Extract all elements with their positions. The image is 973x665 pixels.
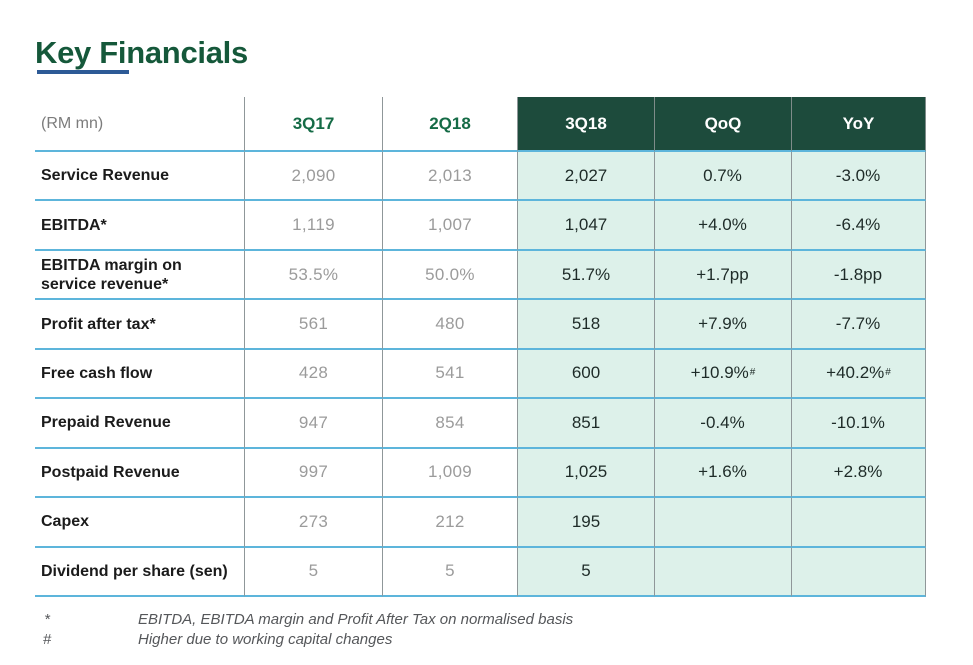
- value-qoq: [655, 498, 792, 548]
- row-label: EBITDA margin on service revenue*: [35, 250, 245, 301]
- column-header-2q18: 2Q18: [383, 97, 518, 152]
- yoy-text: +40.2%: [826, 363, 885, 383]
- value-qoq: 0.7%: [655, 152, 792, 202]
- value-3q18: 5: [518, 547, 655, 597]
- column-header-qoq: QoQ: [655, 97, 792, 152]
- value-qoq: +1.6%: [655, 448, 792, 499]
- value-3q18: 1,047: [518, 201, 655, 251]
- value-3q17: 947: [245, 399, 383, 449]
- yoy-text: -10.1%: [831, 412, 885, 432]
- footnotes: * EBITDA, EBITDA margin and Profit After…: [35, 610, 935, 650]
- value-yoy: -7.7%: [792, 300, 926, 350]
- row-label: Postpaid Revenue: [35, 448, 245, 499]
- value-3q17: 273: [245, 498, 383, 548]
- qoq-text: -0.4%: [700, 412, 745, 432]
- qoq-text: +1.7pp: [696, 264, 749, 284]
- value-yoy: -3.0%: [792, 152, 926, 202]
- value-3q18: 195: [518, 498, 655, 548]
- value-3q17: 53.5%: [245, 250, 383, 301]
- value-qoq: +7.9%: [655, 300, 792, 350]
- value-yoy: +40.2% #: [792, 349, 926, 400]
- unit-label: (RM mn): [35, 97, 245, 152]
- qoq-text: +4.0%: [698, 215, 747, 235]
- value-qoq: +4.0%: [655, 201, 792, 251]
- row-label: Service Revenue: [35, 152, 245, 202]
- value-2q18: 5: [383, 547, 518, 597]
- value-2q18: 212: [383, 498, 518, 548]
- value-3q17: 5: [245, 547, 383, 597]
- value-yoy: [792, 547, 926, 597]
- footnote-symbol: #: [42, 631, 52, 648]
- row-label: Capex: [35, 498, 245, 548]
- yoy-text: -6.4%: [835, 215, 881, 235]
- column-header-3q18: 3Q18: [518, 97, 655, 152]
- value-3q18: 518: [518, 300, 655, 350]
- column-header-3q17: 3Q17: [245, 97, 383, 152]
- qoq-text: +10.9%: [690, 363, 749, 383]
- row-label: Dividend per share (sen): [35, 547, 245, 597]
- qoq-text: +1.6%: [698, 462, 747, 482]
- value-3q18: 1,025: [518, 448, 655, 499]
- title-underline-accent: [37, 70, 129, 74]
- value-yoy: -1.8pp: [792, 250, 926, 301]
- value-2q18: 1,007: [383, 201, 518, 251]
- value-qoq: [655, 547, 792, 597]
- key-financials-table: (RM mn) 3Q17 2Q18 3Q18 QoQ YoY Service R…: [35, 97, 926, 597]
- value-2q18: 2,013: [383, 152, 518, 202]
- value-3q17: 561: [245, 300, 383, 350]
- value-3q18: 600: [518, 349, 655, 400]
- yoy-text: +2.8%: [833, 462, 883, 482]
- value-3q17: 997: [245, 448, 383, 499]
- value-3q18: 851: [518, 399, 655, 449]
- value-2q18: 1,009: [383, 448, 518, 499]
- footnote-symbol: *: [44, 611, 50, 628]
- value-qoq: -0.4%: [655, 399, 792, 449]
- value-qoq: +1.7pp: [655, 250, 792, 301]
- yoy-text: -7.7%: [835, 314, 881, 334]
- qoq-text: +7.9%: [698, 314, 747, 334]
- row-label: Free cash flow: [35, 349, 245, 400]
- value-2q18: 541: [383, 349, 518, 400]
- footnote-text: Higher due to working capital changes: [138, 631, 393, 648]
- value-2q18: 50.0%: [383, 250, 518, 301]
- value-yoy: -6.4%: [792, 201, 926, 251]
- yoy-text: -1.8pp: [833, 264, 883, 284]
- value-3q18: 51.7%: [518, 250, 655, 301]
- value-yoy: -10.1%: [792, 399, 926, 449]
- value-qoq: +10.9% #: [655, 349, 792, 400]
- value-yoy: +2.8%: [792, 448, 926, 499]
- value-2q18: 854: [383, 399, 518, 449]
- value-3q17: 428: [245, 349, 383, 400]
- row-label: Profit after tax*: [35, 300, 245, 350]
- footnote-asterisk: * EBITDA, EBITDA margin and Profit After…: [35, 610, 935, 630]
- page-title: Key Financials: [35, 34, 248, 70]
- footnote-text: EBITDA, EBITDA margin and Profit After T…: [138, 611, 574, 628]
- value-yoy: [792, 498, 926, 548]
- value-2q18: 480: [383, 300, 518, 350]
- footnote-hash: # Higher due to working capital changes: [35, 630, 935, 650]
- value-3q17: 1,119: [245, 201, 383, 251]
- value-3q17: 2,090: [245, 152, 383, 202]
- value-3q18: 2,027: [518, 152, 655, 202]
- row-label: Prepaid Revenue: [35, 399, 245, 449]
- row-label: EBITDA*: [35, 201, 245, 251]
- qoq-text: 0.7%: [703, 165, 742, 185]
- yoy-text: -3.0%: [835, 165, 881, 185]
- column-header-yoy: YoY: [792, 97, 926, 152]
